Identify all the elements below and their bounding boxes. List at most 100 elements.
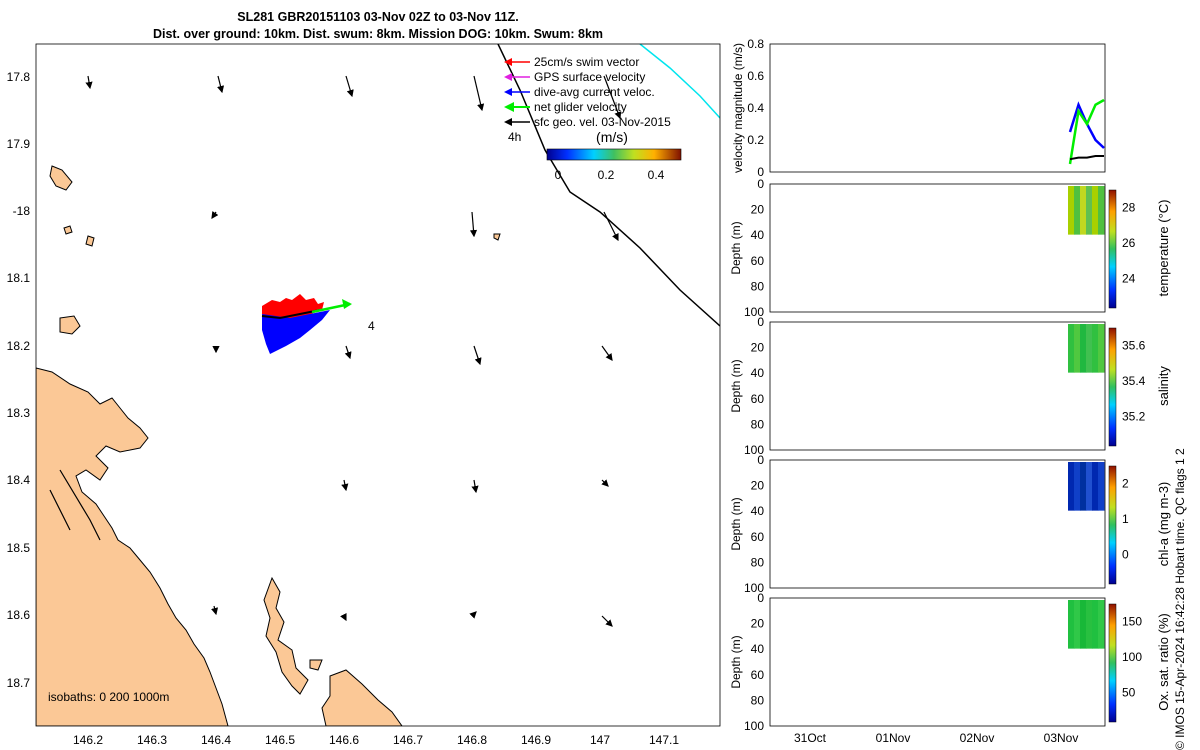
colorbar-label: salinity [1156,366,1171,406]
profile-cell [1092,186,1099,235]
inlet [49,469,101,541]
colorbar-label: chl-a (mg m-3) [1156,482,1171,567]
isobaths-label: isobaths: 0 200 1000m [48,690,169,704]
depth-ytick: 100 [744,581,764,595]
lat-tick: 17.8 [7,70,31,84]
colorbar-tick: 0 [555,168,562,182]
map-area: 4 4h isobaths: 0 200 1000m [36,44,720,726]
lat-tick: 17.9 [7,137,31,151]
lon-tick: 146.7 [393,733,423,747]
profile-cell [1086,186,1093,235]
colorbar-tick: 35.6 [1122,339,1146,353]
legend-item-gps-velocity: GPS surface velocity [504,70,645,84]
velocity-ylabel: velocity magnitude (m/s) [731,43,745,173]
profile-cell [1098,600,1105,649]
velocity-series [1068,98,1105,165]
depth-ytick: 60 [751,254,765,268]
profile-cell [1098,324,1105,373]
lon-tick: 146.4 [201,733,231,747]
velocity-ytick: 0.6 [747,69,764,83]
net-glider-path [261,309,321,320]
depth-ytick: 60 [751,530,765,544]
depth-panel-frame [769,459,1106,589]
lon-tick: 147 [590,733,610,747]
depth-ytick: 80 [751,555,765,569]
lat-tick: 18.6 [7,608,31,622]
lon-tick: 146.6 [329,733,359,747]
mainland-land [36,367,229,726]
colorbar-tick: 50 [1122,686,1136,700]
island-small [493,233,501,241]
depth-ytick: 40 [751,504,765,518]
profile-cell [1080,600,1087,649]
legend-label: GPS surface velocity [534,70,645,84]
profile-cell [1098,186,1105,235]
lon-tick: 147.1 [649,733,679,747]
map-legend: 25cm/s swim vector GPS surface velocity … [504,55,671,129]
profile-cell [1086,600,1093,649]
legend-item-geo-velocity: sfc geo. vel. 03-Nov-2015 [504,115,671,129]
colorbar-tick: 100 [1122,650,1142,664]
time-tick: 31Oct [794,731,827,745]
depth-ytick: 0 [757,315,764,329]
profile-cell [1068,600,1075,649]
depth-ytick: 0 [757,591,764,605]
depth-ytick: 0 [757,453,764,467]
lat-tick: 18.4 [7,473,31,487]
profile-cell [1098,462,1105,511]
lat-tick: 18.1 [7,271,31,285]
colorbar-tick: 0.4 [648,168,665,182]
velocity-ytick: 0.8 [747,37,764,51]
profile-cell [1068,324,1075,373]
colorbar-tick: 35.4 [1122,374,1146,388]
depth-ytick: 80 [751,693,765,707]
map-colorbar-ticks: 0 0.2 0.4 [555,168,665,182]
profile-cell [1092,462,1099,511]
colorbar-tick: 150 [1122,615,1142,629]
colorbar-tick: 26 [1122,236,1136,250]
depth-ytick: 40 [751,228,765,242]
colorbar-tick: 0 [1122,548,1129,562]
lon-tick: 146.3 [137,733,167,747]
velocity-ytick: 0.4 [747,101,764,115]
swim-vector-fan [262,294,324,322]
depth-ytick: 100 [744,443,764,457]
time-scale-label: 4h [508,130,521,144]
depth-ytick: 60 [751,392,765,406]
legend-label: 25cm/s swim vector [534,55,639,69]
depth-panel: 0 20 40 60 80 100 Depth (m) 150 100 50 Ox. sat. ra… [729,591,1171,733]
map-colorbar-label: (m/s) [596,129,628,145]
depth-colorbar [1108,603,1117,723]
profile-cell [1080,186,1087,235]
velocity-series-line [1068,98,1105,165]
depth-ytick: 60 [751,668,765,682]
velocity-ytick: 0 [757,165,764,179]
colorbar-tick: 2 [1122,477,1129,491]
lat-tick: 18.7 [7,676,31,690]
depth-panel: 0 20 40 60 80 100 Depth (m) 35.6 35.4 35.2 salinit… [729,315,1171,457]
island-small [49,165,73,191]
profile-cell [1074,186,1081,235]
colorbar-label: temperature (°C) [1156,200,1171,297]
island-small [59,315,81,335]
profile-cell [1068,186,1075,235]
legend-item-glider-velocity: net glider velocity [504,100,627,114]
profile-cell [1092,324,1099,373]
velocity-yticks: 0 0.2 0.4 0.6 0.8 [747,37,764,179]
colorbar-tick: 28 [1122,201,1136,215]
colorbar-tick: 24 [1122,272,1136,286]
depth-colorbar [1108,465,1117,585]
profile-cell [1080,324,1087,373]
depth-ylabel: Depth (m) [729,497,743,550]
lat-tick: 18.2 [7,339,31,353]
lat-tick: 18.3 [7,406,31,420]
current-velocity-fan [262,310,330,354]
legend-label: sfc geo. vel. 03-Nov-2015 [534,115,671,129]
depth-ytick: 100 [744,719,764,733]
title-line-1: SL281 GBR20151103 03-Nov 02Z to 03-Nov 1… [237,10,519,24]
legend-item-current-velocity: dive-avg current veloc. [504,85,655,99]
island-small [63,225,73,235]
depth-ytick: 20 [751,341,765,355]
time-axis: 31Oct 01Nov 02Nov 03Nov [794,731,1078,745]
